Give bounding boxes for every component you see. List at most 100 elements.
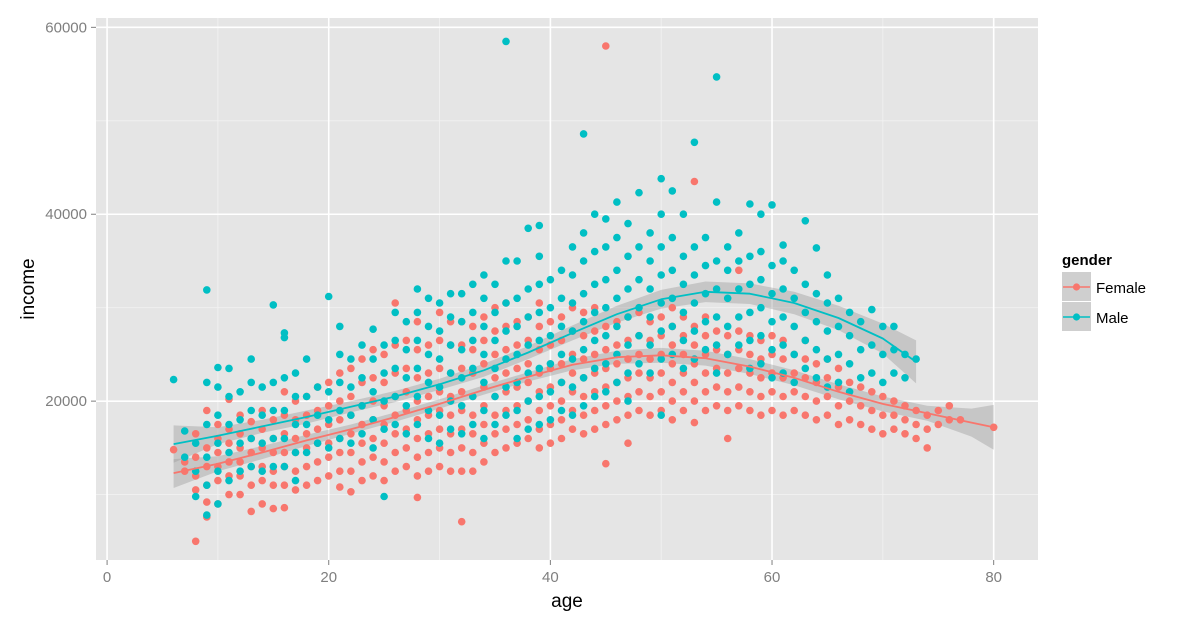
point-male [480,406,488,415]
point-male [590,280,599,289]
x-tick-label: 0 [103,569,111,586]
y-tick-label: 20000 [45,393,87,410]
point-male [690,271,699,279]
point-male [712,198,721,206]
point-female [746,350,754,359]
point-male [324,444,333,452]
point-female [402,444,411,452]
point-male [502,37,510,46]
point-male [635,275,643,284]
point-male [413,308,422,317]
point-male [291,476,300,485]
point-male [225,392,233,401]
point-female [723,388,732,396]
point-male [690,299,699,307]
point-male [336,322,344,331]
point-female [868,425,876,434]
point-male [214,383,222,391]
point-male [690,243,699,251]
point-male [735,341,743,349]
point-female [457,388,466,396]
point-male [602,331,610,340]
point-male [757,210,765,218]
point-female [812,397,821,405]
point-male [579,289,588,298]
point-female [879,392,887,401]
point-male [535,221,544,230]
point-female [469,411,477,420]
point-female [735,266,743,275]
point-male [557,266,566,275]
point-male [790,294,798,303]
point-male [679,210,688,218]
point-male [191,492,200,501]
point-male [579,130,588,138]
point-male [779,313,787,321]
point-female [590,425,599,434]
point-female [845,397,854,405]
point-male [446,369,455,377]
point-female [502,345,510,354]
point-male [790,350,798,359]
point-female [369,345,377,354]
point-male [723,322,732,331]
point-male [679,336,688,345]
point-female [635,406,643,415]
point-male [524,224,532,233]
point-male [269,434,278,443]
point-female [801,374,810,382]
point-male [413,392,422,401]
point-male [801,308,810,317]
point-female [424,392,433,401]
point-male [546,416,555,424]
point-female [446,448,455,457]
point-male [214,500,222,508]
point-male [845,308,854,317]
point-male [469,280,477,289]
point-male [723,294,732,303]
point-female [513,364,521,373]
point-female [779,355,787,363]
point-female [590,327,599,335]
y-axis-title: income [18,258,39,319]
point-male [646,229,654,237]
point-male [757,360,765,368]
point-male [856,374,865,382]
point-female [402,364,411,373]
point-male [491,308,499,317]
point-male [413,364,422,373]
point-female [214,476,222,485]
point-female [191,453,200,462]
point-male [679,364,688,373]
point-female [491,327,499,335]
point-male [424,434,433,443]
point-male [446,289,455,298]
point-male [236,416,244,424]
point-female [890,397,898,405]
point-male [280,462,289,471]
point-female [169,445,178,454]
point-male [524,369,532,377]
point-male [579,345,588,354]
point-female [823,392,832,401]
point-male [480,322,488,331]
point-female [480,336,488,345]
point-female [402,462,411,471]
point-female [380,350,388,359]
point-male [701,261,710,270]
point-male [336,350,344,359]
point-male [214,439,222,448]
point-female [768,331,776,340]
point-male [757,303,765,312]
point-male [491,336,499,345]
point-female [413,493,422,502]
point-female [602,459,610,468]
point-female [546,317,555,326]
point-male [502,299,510,307]
point-male [169,375,178,384]
point-male [834,322,843,331]
point-female [668,416,677,424]
point-male [757,247,765,256]
point-female [690,397,699,405]
point-male [624,341,632,349]
